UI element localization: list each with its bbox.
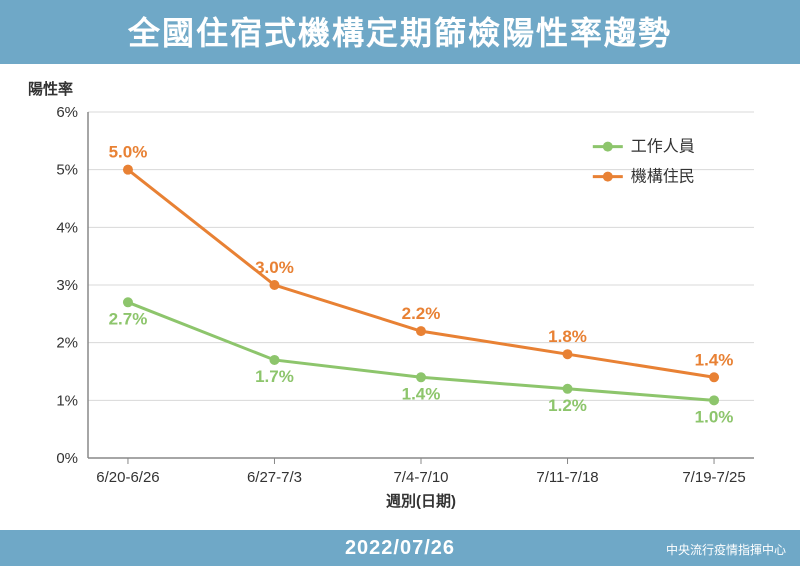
footer-org: 中央流行疫情指揮中心 — [666, 541, 786, 558]
svg-text:7/19-7/25: 7/19-7/25 — [682, 469, 745, 486]
page-title: 全國住宿式機構定期篩檢陽性率趨勢 — [128, 15, 672, 51]
svg-text:1.2%: 1.2% — [548, 396, 587, 415]
footer-date: 2022/07/26 — [345, 537, 455, 560]
svg-text:6/20-6/26: 6/20-6/26 — [96, 469, 159, 486]
svg-text:6/27-7/3: 6/27-7/3 — [247, 469, 302, 486]
svg-text:2.7%: 2.7% — [109, 309, 148, 328]
svg-text:2%: 2% — [56, 335, 78, 352]
svg-text:6%: 6% — [56, 104, 78, 121]
footer-bar: 2022/07/26 中央流行疫情指揮中心 — [0, 530, 800, 566]
svg-text:2.2%: 2.2% — [402, 304, 441, 323]
svg-text:1.4%: 1.4% — [402, 384, 441, 403]
svg-text:1.7%: 1.7% — [255, 367, 294, 386]
svg-text:工作人員: 工作人員 — [631, 138, 695, 156]
svg-text:7/4-7/10: 7/4-7/10 — [393, 469, 448, 486]
svg-text:1%: 1% — [56, 392, 78, 409]
svg-text:5.0%: 5.0% — [109, 143, 148, 162]
page: 全國住宿式機構定期篩檢陽性率趨勢 陽性率 0% 1% 2% 3% 4% 5% 6% 6/20-… — [0, 0, 800, 566]
svg-text:週別(日期): 週別(日期) — [386, 492, 456, 510]
svg-text:3%: 3% — [56, 277, 78, 294]
svg-text:1.0%: 1.0% — [695, 407, 734, 426]
svg-text:0%: 0% — [56, 450, 78, 467]
svg-text:機構住民: 機構住民 — [631, 168, 695, 186]
svg-text:5%: 5% — [56, 162, 78, 179]
svg-text:7/11-7/18: 7/11-7/18 — [536, 469, 598, 486]
svg-text:1.8%: 1.8% — [548, 327, 587, 346]
svg-text:3.0%: 3.0% — [255, 258, 294, 277]
line-chart: 0% 1% 2% 3% 4% 5% 6% 6/20-6/26 6/27-7/3 7/4-7/10 7… — [28, 80, 772, 524]
svg-text:4%: 4% — [56, 219, 78, 236]
chart-area: 陽性率 0% 1% 2% 3% 4% 5% 6% 6/20-6/26 6/27-7/3 7/4-7… — [0, 64, 800, 530]
y-axis-label: 陽性率 — [28, 78, 73, 99]
svg-text:1.4%: 1.4% — [695, 350, 734, 369]
title-bar: 全國住宿式機構定期篩檢陽性率趨勢 — [0, 0, 800, 64]
